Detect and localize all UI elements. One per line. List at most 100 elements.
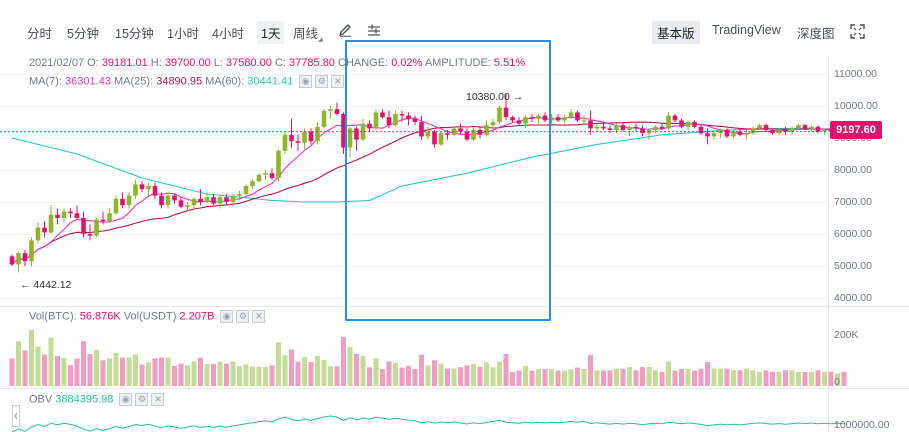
volume-bar — [341, 336, 346, 386]
interval-tab-time[interactable]: 分时 — [27, 27, 53, 41]
volume-bar — [399, 367, 405, 386]
price-axis-label: 5000.00 — [834, 260, 872, 272]
ma-settings-icon[interactable]: ⚙ — [315, 75, 329, 88]
scroll-left-handle[interactable] — [12, 405, 20, 427]
volume-axis-zero: 0 — [834, 376, 840, 388]
tradingview-tab[interactable]: TradingView — [712, 23, 781, 37]
candle-body — [198, 198, 203, 202]
obv-label: OBV — [29, 393, 53, 406]
interval-tab-15m[interactable]: 15分钟 — [115, 27, 154, 41]
candle-body — [250, 181, 255, 186]
vol-visibility-icon[interactable]: ◉ — [220, 310, 234, 323]
candle-body — [536, 115, 541, 119]
candle-body — [204, 197, 210, 202]
low-annotation: ← 4442.12 — [20, 279, 71, 291]
candle-body — [815, 126, 821, 132]
toolbar: 分时 5分钟 15分钟 1小时 4小时 1天 周线 ◢ 基本版 TradingV… — [0, 18, 909, 46]
candle-body — [308, 131, 314, 142]
candle-body — [386, 117, 392, 126]
basic-view-tab[interactable]: 基本版 — [652, 21, 700, 44]
volume-bar — [536, 369, 541, 386]
volume-bar — [627, 367, 632, 386]
volume-bar — [243, 364, 249, 386]
volume-bar — [809, 371, 814, 386]
ma60-value: 30441.41 — [247, 75, 294, 88]
volume-bar — [373, 358, 379, 386]
highlight-box — [345, 40, 551, 321]
candle-body — [22, 253, 28, 262]
vol-usdt-label: Vol(USDT) — [123, 310, 177, 323]
volume-bar — [367, 367, 372, 386]
candle-body — [607, 128, 613, 130]
candle-body — [744, 133, 749, 135]
volume-bar — [607, 370, 613, 386]
candle-body — [230, 195, 236, 202]
volume-bar — [308, 362, 314, 386]
candle-body — [666, 115, 671, 129]
indicator-settings-icon[interactable] — [367, 23, 381, 37]
volume-bar — [789, 370, 795, 386]
volume-bar — [360, 356, 366, 386]
candle-body — [42, 227, 47, 233]
interval-tab-4h[interactable]: 4小时 — [212, 27, 244, 41]
volume-bar — [464, 365, 470, 386]
volume-bar — [542, 369, 548, 386]
candle-body — [185, 205, 190, 207]
volume-bar — [451, 368, 457, 386]
price-axis-label: 10000.00 — [834, 100, 878, 112]
candle-body — [724, 130, 730, 137]
volume-bar — [289, 349, 294, 386]
candle-body — [211, 197, 216, 204]
ma7-value: 36301.43 — [65, 75, 111, 88]
pencil-icon[interactable] — [338, 23, 352, 37]
vol-settings-icon[interactable]: ⚙ — [236, 310, 250, 323]
candle-body — [74, 213, 80, 218]
volume-bar — [48, 337, 54, 386]
volume-bar — [575, 367, 580, 386]
volume-bar — [529, 370, 535, 386]
volume-bar — [146, 362, 151, 386]
obv-settings-icon[interactable]: ⚙ — [135, 393, 149, 406]
gridline — [0, 202, 828, 203]
weekly-dropdown-icon[interactable]: ◢ — [318, 37, 323, 43]
candle-body — [692, 122, 697, 127]
candle-body — [113, 198, 119, 214]
interval-tab-weekly[interactable]: 周线 — [293, 27, 319, 41]
volume-bar — [211, 363, 216, 386]
obv-info-line: OBV 3884395.98 ◉ ⚙ ✕ — [29, 393, 165, 406]
low-annotation-value: 4442.12 — [33, 279, 72, 291]
interval-tab-1h[interactable]: 1小时 — [167, 27, 199, 41]
candle-body — [289, 134, 294, 142]
candle-body — [763, 125, 769, 130]
obv-line — [11, 415, 845, 432]
candle-body — [61, 211, 67, 218]
candle-body — [315, 126, 320, 142]
candle-body — [224, 197, 229, 202]
candle-body — [588, 120, 593, 129]
volume-bar — [646, 366, 652, 386]
obv-close-icon[interactable]: ✕ — [151, 393, 165, 406]
candle-body — [16, 253, 21, 265]
ma-close-icon[interactable]: ✕ — [331, 75, 345, 88]
volume-bar — [692, 370, 697, 386]
obv-axis-label: 1000000.00 — [834, 419, 890, 431]
fullscreen-icon[interactable] — [850, 24, 865, 39]
interval-tab-5m[interactable]: 5分钟 — [67, 27, 99, 41]
volume-bar — [659, 371, 665, 386]
ma-visibility-icon[interactable]: ◉ — [299, 75, 313, 88]
candle-body — [796, 125, 801, 129]
volume-bar — [133, 354, 138, 386]
candle-body — [679, 120, 684, 127]
obv-visibility-icon[interactable]: ◉ — [119, 393, 133, 406]
interval-tab-1d[interactable]: 1天 — [257, 21, 285, 44]
volume-bar — [185, 365, 190, 386]
candle-body — [276, 150, 281, 178]
candle-body — [133, 184, 138, 196]
volume-bar — [230, 361, 236, 386]
candle-body — [120, 198, 125, 206]
vol-close-icon[interactable]: ✕ — [252, 310, 266, 323]
candle-body — [139, 184, 145, 190]
depth-chart-tab[interactable]: 深度图 — [797, 27, 835, 41]
candle-body — [750, 128, 756, 134]
